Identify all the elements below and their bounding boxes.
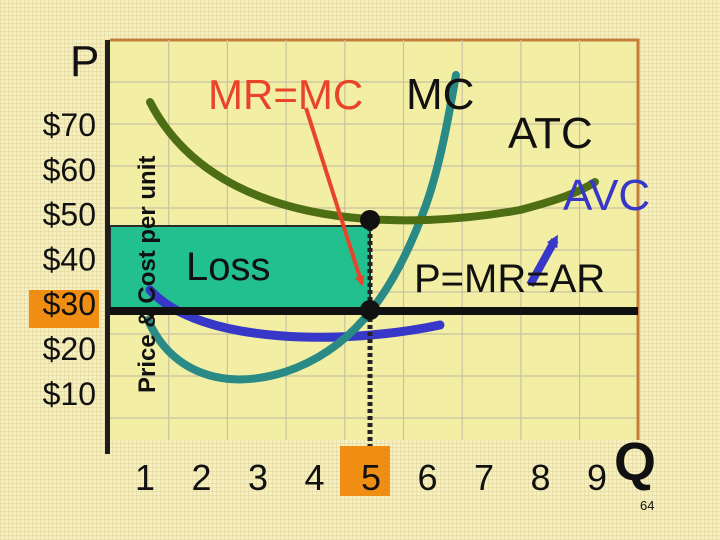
loss-label: Loss [186,245,271,289]
y-tick-labels: $70 $60 $50 $40 $30 $20 $10 [43,107,96,412]
price-axis-letter: P [70,37,99,86]
grid [110,40,636,440]
x-tick-label: 2 [191,457,211,498]
y-tick-label: $40 [43,241,96,277]
quantity-axis-letter: Q [614,432,656,492]
y-tick-label: $70 [43,107,96,143]
avc-label: AVC [563,171,650,220]
mr-mc-point-dot [360,300,380,320]
y-axis-line [105,40,110,454]
y-tick-label: $30 [43,286,96,322]
y-tick-label: $60 [43,152,96,188]
price-tick-highlight [29,290,99,328]
quantity-tick-highlight [340,446,390,496]
mr-mc-arrow [304,107,365,286]
x-tick-label: 3 [248,457,268,498]
avc-curve-end [526,234,559,287]
atc-curve [146,98,599,225]
y-tick-label: $50 [43,197,96,233]
page-number: 64 [640,498,654,513]
price-line-label: P=MR=AR [414,257,605,301]
x-tick-label: 7 [474,457,494,498]
mc-label: MC [406,70,474,119]
x-tick-label: 6 [417,457,437,498]
mc-curve [144,71,460,384]
atc-point-dot [360,210,380,230]
y-tick-label: $20 [43,331,96,367]
y-tick-label: $10 [43,376,96,412]
x-tick-label: 9 [587,457,607,498]
x-tick-label: 4 [304,457,324,498]
x-tick-label: 5 [361,457,381,498]
mr-mc-label: MR=MC [208,71,363,118]
atc-label: ATC [508,109,593,158]
x-tick-label: 1 [135,457,155,498]
y-axis-label: Price & Cost per unit [134,156,161,393]
x-tick-label: 8 [530,457,550,498]
